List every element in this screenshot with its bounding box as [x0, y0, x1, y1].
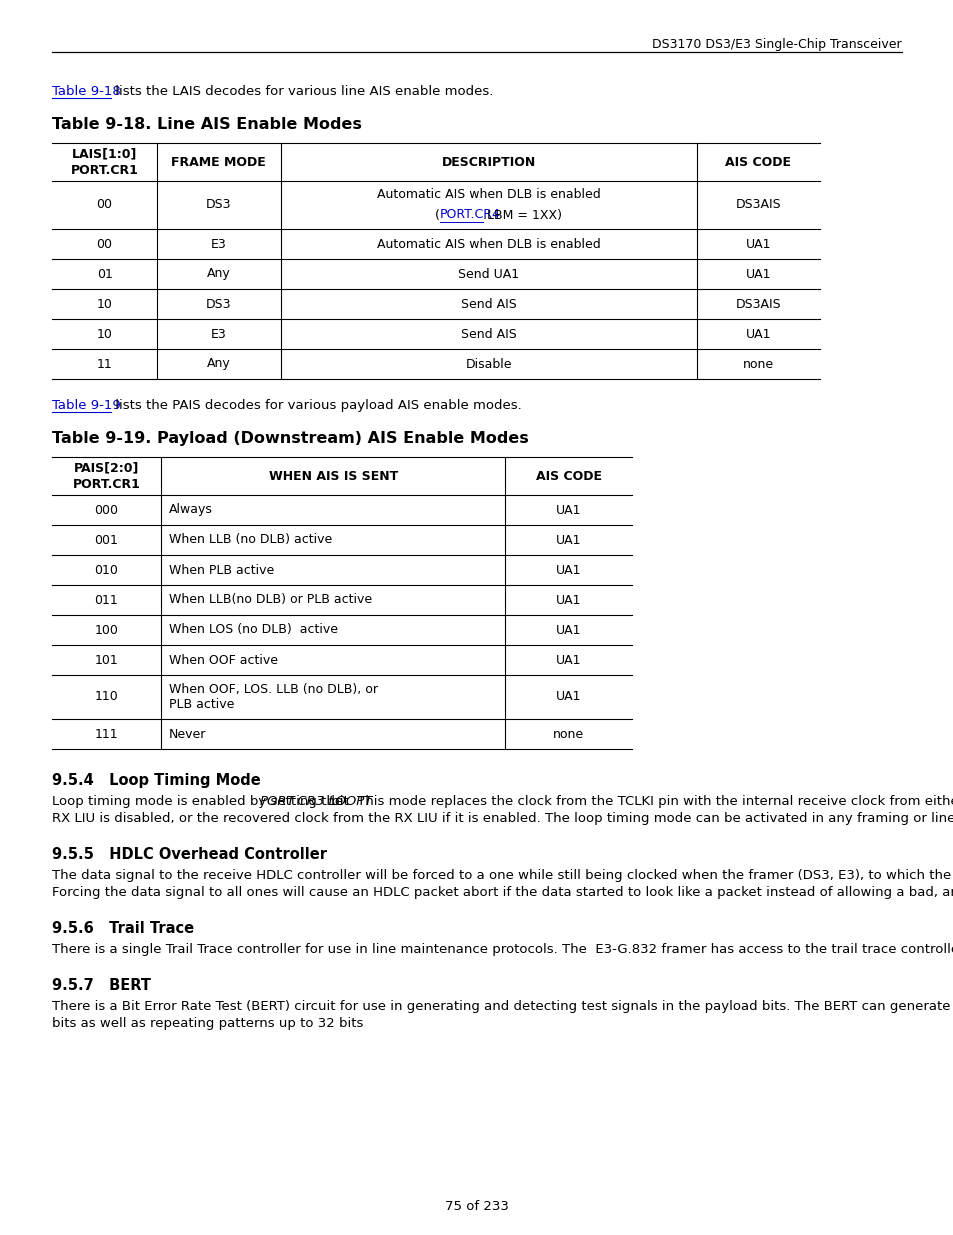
Text: Automatic AIS when DLB is enabled: Automatic AIS when DLB is enabled	[376, 237, 599, 251]
Text: PLB active: PLB active	[169, 699, 234, 711]
Text: DS3: DS3	[206, 199, 232, 211]
Text: 9.5.6   Trail Trace: 9.5.6 Trail Trace	[52, 921, 193, 936]
Text: RX LIU is disabled, or the recovered clock from the RX LIU if it is enabled. The: RX LIU is disabled, or the recovered clo…	[52, 811, 953, 825]
Text: Never: Never	[169, 727, 206, 741]
Text: Table 9-18. Line AIS Enable Modes: Table 9-18. Line AIS Enable Modes	[52, 117, 361, 132]
Text: AIS CODE: AIS CODE	[536, 469, 601, 483]
Text: There is a single Trail Trace controller for use in line maintenance protocols. : There is a single Trail Trace controller…	[52, 944, 953, 956]
Text: 00: 00	[96, 199, 112, 211]
Text: Table 9-19. Payload (Downstream) AIS Enable Modes: Table 9-19. Payload (Downstream) AIS Ena…	[52, 431, 528, 446]
Text: UA1: UA1	[556, 624, 581, 636]
Text: 110: 110	[94, 690, 118, 704]
Text: 10: 10	[96, 298, 112, 310]
Text: 00: 00	[96, 237, 112, 251]
Bar	[52, 143, 820, 379]
Text: Send AIS: Send AIS	[460, 327, 516, 341]
Text: lists the LAIS decodes for various line AIS enable modes.: lists the LAIS decodes for various line …	[111, 85, 493, 98]
Text: Send UA1: Send UA1	[457, 268, 518, 280]
Text: 001: 001	[94, 534, 118, 547]
Text: UA1: UA1	[744, 268, 770, 280]
Text: 010: 010	[94, 563, 118, 577]
Text: UA1: UA1	[556, 690, 581, 704]
Text: DS3: DS3	[206, 298, 232, 310]
Text: There is a Bit Error Rate Test (BERT) circuit for use in generating and detectin: There is a Bit Error Rate Test (BERT) ci…	[52, 1000, 953, 1013]
Text: UA1: UA1	[556, 594, 581, 606]
Text: 9.5.7   BERT: 9.5.7 BERT	[52, 978, 151, 993]
Text: When OOF, LOS. LLB (no DLB), or: When OOF, LOS. LLB (no DLB), or	[169, 683, 377, 695]
Text: 75 of 233: 75 of 233	[445, 1200, 508, 1213]
Text: When LLB (no DLB) active: When LLB (no DLB) active	[169, 534, 332, 547]
Text: PORT.CR3.LOOPT: PORT.CR3.LOOPT	[259, 795, 373, 808]
Text: (: (	[435, 209, 439, 221]
Text: UA1: UA1	[556, 563, 581, 577]
Text: none: none	[553, 727, 583, 741]
Text: 10: 10	[96, 327, 112, 341]
Text: FRAME MODE: FRAME MODE	[172, 156, 266, 168]
Text: Disable: Disable	[465, 357, 512, 370]
Text: LAIS[1:0]
PORT.CR1: LAIS[1:0] PORT.CR1	[71, 147, 138, 177]
Text: When LLB(no DLB) or PLB active: When LLB(no DLB) or PLB active	[169, 594, 372, 606]
Text: WHEN AIS IS SENT: WHEN AIS IS SENT	[269, 469, 397, 483]
Text: none: none	[742, 357, 773, 370]
Text: E3: E3	[211, 237, 227, 251]
Text: PAIS[2:0]
PORT.CR1: PAIS[2:0] PORT.CR1	[72, 462, 140, 490]
Text: DESCRIPTION: DESCRIPTION	[441, 156, 536, 168]
Text: 9.5.4   Loop Timing Mode: 9.5.4 Loop Timing Mode	[52, 773, 260, 788]
Text: 01: 01	[96, 268, 112, 280]
Text: Table 9-18: Table 9-18	[52, 85, 121, 98]
Text: DS3AIS: DS3AIS	[735, 199, 781, 211]
Text: AIS CODE: AIS CODE	[724, 156, 790, 168]
Text: 11: 11	[96, 357, 112, 370]
Text: 000: 000	[94, 504, 118, 516]
Text: Always: Always	[169, 504, 213, 516]
Text: 9.5.5   HDLC Overhead Controller: 9.5.5 HDLC Overhead Controller	[52, 847, 327, 862]
Text: Any: Any	[207, 357, 231, 370]
Text: When LOS (no DLB)  active: When LOS (no DLB) active	[169, 624, 337, 636]
Text: PORT.CR4: PORT.CR4	[439, 209, 500, 221]
Text: UA1: UA1	[744, 237, 770, 251]
Text: UA1: UA1	[556, 653, 581, 667]
Text: UA1: UA1	[556, 534, 581, 547]
Text: When OOF active: When OOF active	[169, 653, 277, 667]
Text: Any: Any	[207, 268, 231, 280]
Text: DS3AIS: DS3AIS	[735, 298, 781, 310]
Text: UA1: UA1	[556, 504, 581, 516]
Text: lists the PAIS decodes for various payload AIS enable modes.: lists the PAIS decodes for various paylo…	[111, 399, 521, 412]
Text: .LBM = 1XX): .LBM = 1XX)	[482, 209, 561, 221]
Text: E3: E3	[211, 327, 227, 341]
Text: Loop timing mode is enabled by setting the: Loop timing mode is enabled by setting t…	[52, 795, 347, 808]
Text: When PLB active: When PLB active	[169, 563, 274, 577]
Text: bit. This mode replaces the clock from the TCLKI pin with the internal receive c: bit. This mode replaces the clock from t…	[327, 795, 953, 808]
Bar	[52, 457, 631, 748]
Text: Forcing the data signal to all ones will cause an HDLC packet abort if the data : Forcing the data signal to all ones will…	[52, 885, 953, 899]
Text: bits as well as repeating patterns up to 32 bits: bits as well as repeating patterns up to…	[52, 1016, 363, 1030]
Text: Table 9-19: Table 9-19	[52, 399, 121, 412]
Text: UA1: UA1	[744, 327, 770, 341]
Text: 011: 011	[94, 594, 118, 606]
Text: 100: 100	[94, 624, 118, 636]
Text: Automatic AIS when DLB is enabled: Automatic AIS when DLB is enabled	[376, 189, 599, 201]
Text: 101: 101	[94, 653, 118, 667]
Text: DS3170 DS3/E3 Single-Chip Transceiver: DS3170 DS3/E3 Single-Chip Transceiver	[652, 38, 901, 51]
Text: Send AIS: Send AIS	[460, 298, 516, 310]
Text: The data signal to the receive HDLC controller will be forced to a one while sti: The data signal to the receive HDLC cont…	[52, 869, 953, 882]
Text: 111: 111	[94, 727, 118, 741]
